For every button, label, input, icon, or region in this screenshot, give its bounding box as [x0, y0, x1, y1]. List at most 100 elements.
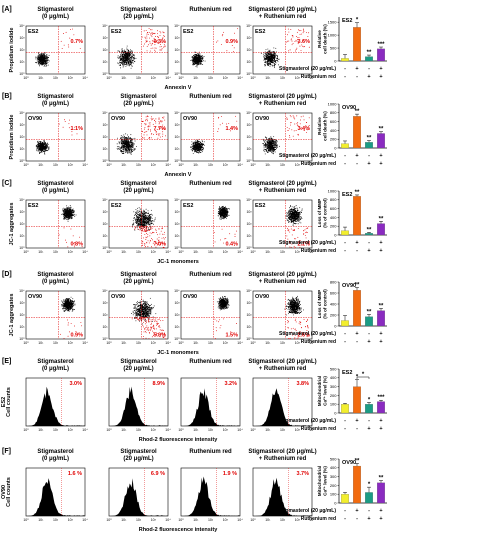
event-dot [155, 121, 157, 123]
event-dot [216, 41, 218, 43]
event-dot [274, 144, 276, 146]
event-dot [45, 145, 47, 147]
x-tick-label: 10⁰ [23, 163, 29, 167]
event-dot [273, 47, 275, 49]
event-dot [144, 123, 146, 124]
event-dot [148, 125, 150, 127]
event-dot [43, 62, 45, 64]
event-dot [123, 52, 125, 54]
event-dot [127, 150, 128, 152]
event-dot [133, 59, 135, 61]
event-dot [40, 53, 42, 55]
event-dot [147, 126, 149, 128]
event-dot [299, 119, 301, 121]
event-dot [127, 137, 129, 139]
event-dot [68, 212, 70, 214]
event-dot [139, 208, 141, 210]
event-dot [47, 146, 49, 148]
event-dot [133, 54, 135, 56]
event-dot [158, 123, 160, 125]
event-dot [148, 122, 150, 124]
event-dot [73, 213, 75, 215]
event-dot [122, 59, 124, 61]
event-dot [124, 62, 126, 64]
event-dot [67, 220, 69, 222]
event-dot [71, 209, 73, 211]
bar [341, 143, 349, 149]
event-dot [124, 143, 125, 145]
event-dot [39, 144, 41, 146]
event-dot [128, 55, 130, 57]
y-tick-label: 10² [102, 222, 108, 226]
quadrant-percent: 3.6% [297, 39, 310, 45]
event-dot [297, 37, 299, 39]
event-dot [149, 122, 151, 124]
event-dot [71, 210, 73, 212]
event-dot [44, 153, 46, 155]
bar [365, 56, 373, 62]
event-dot [65, 207, 67, 209]
event-dot [42, 143, 44, 145]
event-dot [120, 67, 121, 69]
event-dot [67, 44, 69, 46]
event-dot [263, 141, 265, 143]
event-dot [126, 47, 128, 49]
event-dot [269, 141, 271, 142]
event-dot [65, 212, 67, 214]
event-dot [131, 150, 133, 152]
event-dot [268, 53, 270, 55]
event-dot [165, 135, 166, 137]
x-tick-label: 10³ [295, 76, 301, 80]
event-dot [149, 214, 151, 216]
event-dot [157, 42, 159, 44]
event-dot [272, 149, 274, 151]
event-dot [39, 146, 41, 147]
event-dot [265, 52, 267, 54]
event-dot [193, 62, 195, 64]
event-dot [269, 62, 271, 64]
event-dot [44, 52, 46, 54]
event-dot [129, 147, 131, 149]
event-dot [120, 64, 121, 66]
event-dot [73, 210, 75, 212]
event-dot [141, 230, 143, 232]
x-tick-label: 10² [136, 163, 142, 167]
event-dot [236, 120, 238, 122]
event-dot [263, 54, 265, 56]
event-dot [263, 148, 265, 150]
event-dot [43, 144, 45, 146]
event-dot [125, 140, 127, 142]
y-tick-label: 10⁴ [174, 111, 180, 115]
event-dot [40, 145, 42, 147]
event-dot [190, 60, 192, 61]
event-dot [38, 54, 40, 56]
event-dot [131, 148, 133, 150]
event-dot [129, 146, 131, 147]
event-dot [133, 223, 135, 225]
event-dot [197, 148, 198, 150]
event-dot [264, 64, 266, 65]
event-dot [63, 211, 65, 213]
event-dot [128, 63, 130, 65]
event-dot [266, 63, 268, 65]
bar [353, 27, 361, 62]
event-dot [37, 144, 39, 146]
event-dot [199, 55, 201, 57]
event-dot [126, 148, 128, 150]
event-dot [117, 149, 119, 151]
event-dot [126, 61, 128, 63]
event-dot [37, 141, 39, 143]
event-dot [155, 132, 157, 134]
event-dot [63, 218, 65, 220]
event-dot [35, 56, 36, 58]
event-dot [271, 138, 272, 140]
event-dot [297, 122, 299, 123]
event-dot [72, 210, 74, 212]
event-dot [122, 61, 124, 62]
event-dot [46, 65, 48, 66]
event-dot [64, 208, 66, 210]
event-dot [68, 123, 70, 125]
event-dot [67, 246, 69, 248]
event-dot [118, 50, 120, 52]
event-dot [41, 53, 43, 55]
